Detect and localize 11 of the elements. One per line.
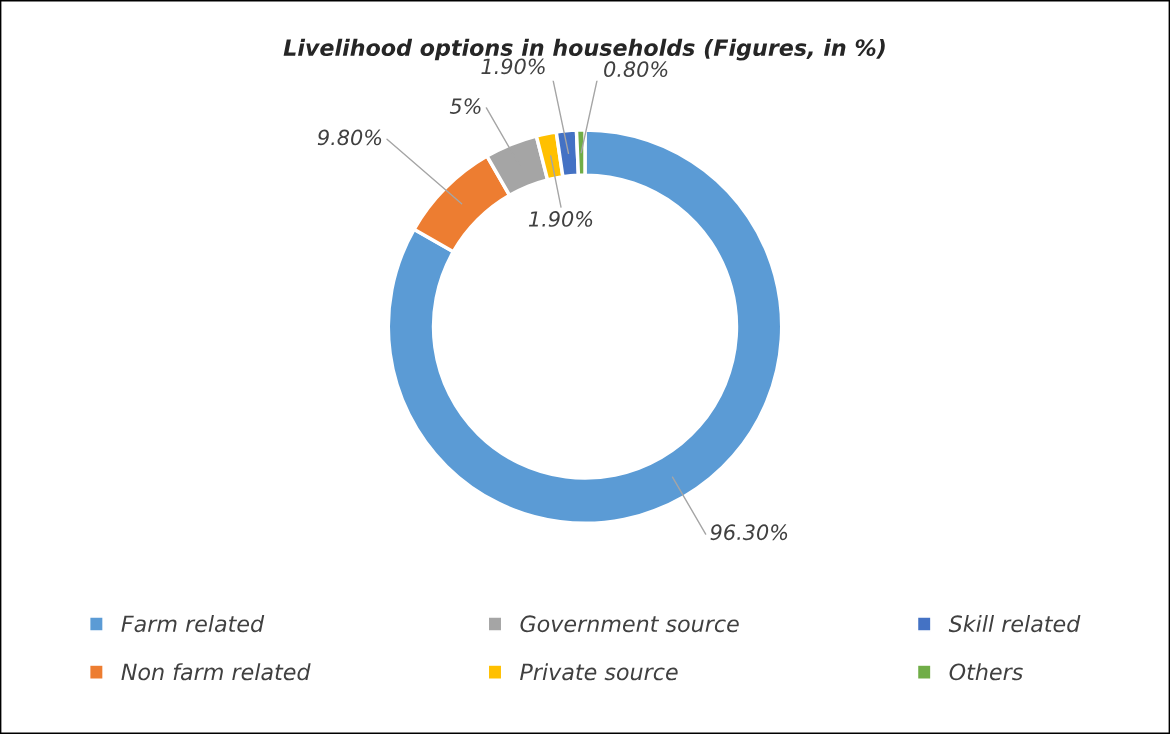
data-label: 0.80% — [604, 61, 668, 78]
legend-label: Private source — [520, 663, 678, 681]
legend-label: Government source — [520, 615, 739, 633]
data-label: 1.90% — [528, 211, 593, 227]
legend-label: Farm related — [121, 614, 265, 633]
data-label: 96.30% — [710, 524, 788, 541]
data-label: 5% — [449, 98, 481, 114]
data-label: 9.80% — [317, 129, 382, 146]
legend-label: Non farm related — [121, 663, 311, 681]
legend-label: Others — [949, 663, 1023, 681]
legend-label: Skill related — [948, 614, 1081, 633]
